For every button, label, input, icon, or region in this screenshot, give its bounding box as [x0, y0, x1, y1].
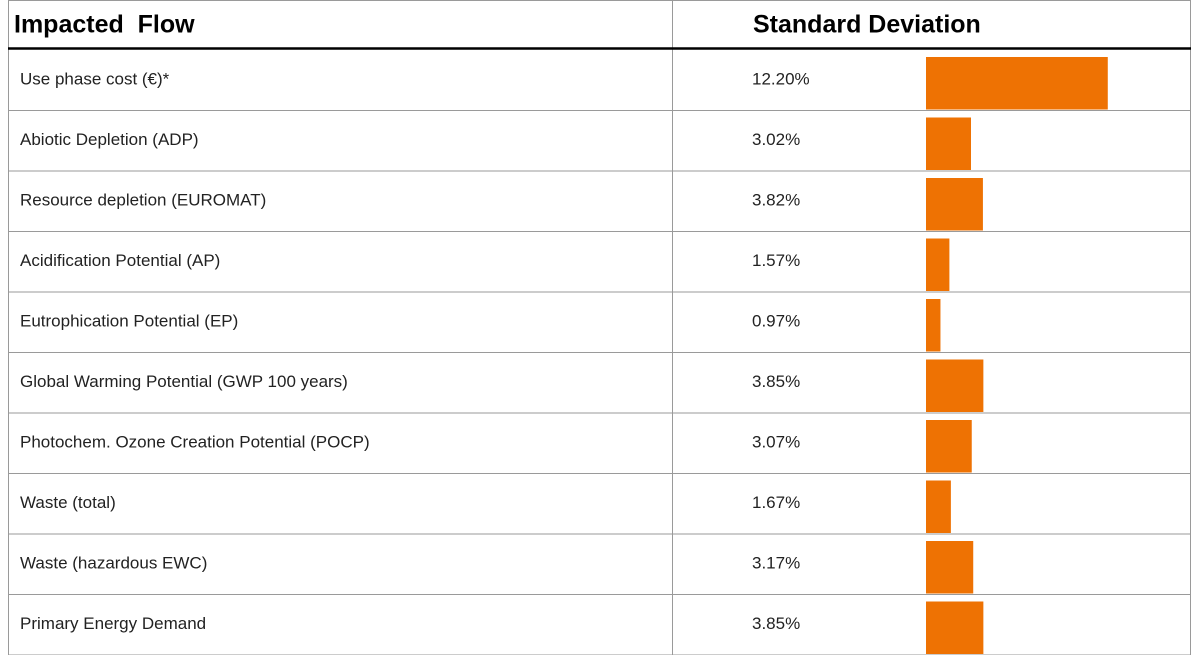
value-label: 1.57% — [752, 251, 800, 270]
bar — [926, 601, 984, 654]
value-label: 12.20% — [752, 70, 810, 89]
value-label: 3.85% — [752, 614, 800, 633]
row-label: Waste (total) — [20, 493, 116, 512]
value-label: 3.02% — [752, 130, 800, 149]
row-label: Use phase cost (€)* — [20, 70, 170, 89]
column-header: Impacted Flow — [14, 11, 195, 39]
row-label: Acidification Potential (AP) — [20, 251, 220, 270]
value-label: 3.82% — [752, 191, 800, 210]
value-label: 3.17% — [752, 554, 800, 573]
bar — [926, 541, 974, 594]
row-label: Photochem. Ozone Creation Potential (POC… — [20, 433, 370, 452]
value-label: 3.85% — [752, 372, 800, 391]
bar — [926, 480, 951, 533]
row-label: Primary Energy Demand — [20, 614, 206, 633]
bar — [926, 359, 984, 412]
bar — [926, 238, 950, 291]
row-label: Abiotic Depletion (ADP) — [20, 130, 199, 149]
row-label: Waste (hazardous EWC) — [20, 554, 207, 573]
value-label: 0.97% — [752, 312, 800, 331]
bar — [926, 117, 971, 170]
row-label: Resource depletion (EUROMAT) — [20, 191, 266, 210]
row-label: Eutrophication Potential (EP) — [20, 312, 238, 331]
value-label: 3.07% — [752, 433, 800, 452]
bar — [926, 178, 983, 231]
bar — [926, 57, 1108, 110]
value-label: 1.67% — [752, 493, 800, 512]
row-label: Global Warming Potential (GWP 100 years) — [20, 372, 348, 391]
bar — [926, 420, 972, 473]
column-header: Standard Deviation — [753, 11, 981, 39]
bar — [926, 299, 941, 352]
